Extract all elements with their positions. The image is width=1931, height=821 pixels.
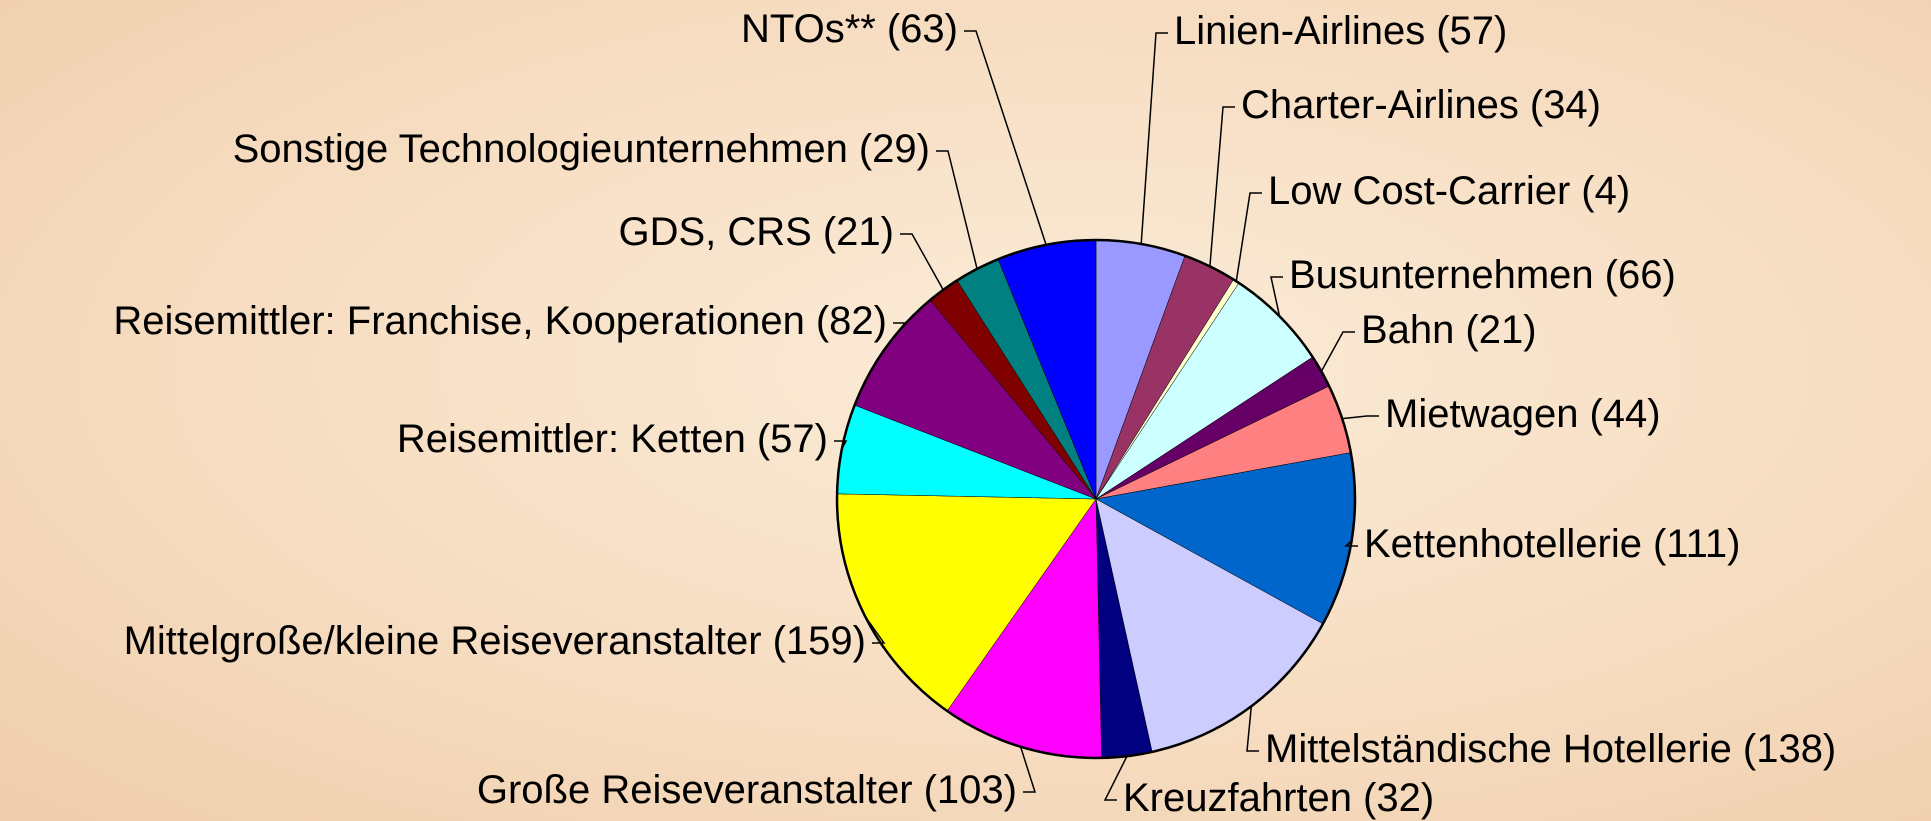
category-label: Sonstige Technologieunternehmen	[233, 127, 848, 171]
value-label: (82)	[816, 299, 887, 343]
slice-label: Kreuzfahrten (32)	[1123, 776, 1434, 820]
category-label: Große Reiseveranstalter	[477, 768, 913, 812]
value-label: (103)	[924, 768, 1017, 812]
category-label: Mietwagen	[1385, 392, 1578, 436]
category-label: Reisemittler: Ketten	[397, 417, 746, 461]
slice-label: Reisemittler: Ketten (57)	[397, 417, 828, 461]
value-label: (29)	[859, 127, 930, 171]
value-label: (159)	[773, 619, 866, 663]
slice-label: Mittelgroße/kleine Reiseveranstalter (159…	[124, 619, 866, 663]
leader-line	[1019, 746, 1037, 793]
leader-line	[1246, 706, 1259, 752]
category-label: Mittelständische Hotellerie	[1265, 727, 1732, 771]
category-label: NTOs**	[741, 7, 876, 51]
slice-label: Mietwagen (44)	[1385, 392, 1661, 436]
category-label: Kettenhotellerie	[1364, 522, 1642, 566]
leader-line	[900, 233, 944, 291]
slice-label: Kettenhotellerie (111)	[1364, 522, 1740, 566]
category-label: Charter-Airlines	[1241, 83, 1519, 127]
slice-label: Busunternehmen (66)	[1289, 253, 1676, 297]
value-label: (4)	[1581, 169, 1630, 213]
slice-label: Mittelständische Hotellerie (138)	[1265, 727, 1836, 771]
value-label: (63)	[887, 7, 958, 51]
slice-label: NTOs** (63)	[741, 7, 958, 51]
slice-label: Linien-Airlines (57)	[1174, 9, 1507, 53]
slice-label: GDS, CRS (21)	[619, 210, 895, 254]
category-label: GDS, CRS	[619, 210, 812, 254]
leader-line	[1344, 540, 1358, 547]
slice-label: Charter-Airlines (34)	[1241, 83, 1601, 127]
pie: Linien-Airlines (57)Charter-Airlines (34)L…	[113, 7, 1836, 820]
value-label: (111)	[1653, 522, 1740, 566]
value-label: (57)	[757, 417, 828, 461]
slice-label: Große Reiseveranstalter (103)	[477, 768, 1017, 812]
category-label: Linien-Airlines	[1174, 9, 1425, 53]
leader-line	[1235, 192, 1262, 282]
leader-line	[864, 615, 886, 644]
leader-line	[1270, 276, 1283, 317]
category-label: Mittelgroße/kleine Reiseveranstalter	[124, 619, 762, 663]
value-label: (44)	[1589, 392, 1660, 436]
value-label: (21)	[1465, 308, 1536, 352]
category-label: Busunternehmen	[1289, 253, 1594, 297]
pie-outline	[835, 238, 1357, 760]
value-label: (66)	[1605, 253, 1676, 297]
leader-line	[936, 150, 978, 270]
slice-label: Reisemittler: Franchise, Kooperationen (8…	[113, 299, 887, 343]
value-label: (57)	[1436, 9, 1507, 53]
leader-line	[964, 30, 1047, 246]
value-label: (21)	[823, 210, 894, 254]
slice-label: Low Cost-Carrier (4)	[1268, 169, 1630, 213]
category-label: Bahn	[1361, 308, 1454, 352]
leader-line	[1140, 32, 1168, 245]
leader-line	[1342, 415, 1379, 420]
slice-label: Sonstige Technologieunternehmen (29)	[233, 127, 930, 171]
leader-line	[1209, 106, 1235, 267]
value-label: (32)	[1363, 776, 1434, 820]
leader-line	[1103, 755, 1128, 801]
value-label: (138)	[1743, 727, 1836, 771]
category-label: Low Cost-Carrier	[1268, 169, 1570, 213]
slice-label: Bahn (21)	[1361, 308, 1537, 352]
category-label: Kreuzfahrten	[1123, 776, 1352, 820]
value-label: (34)	[1530, 83, 1601, 127]
leader-line	[1320, 331, 1355, 372]
category-label: Reisemittler: Franchise, Kooperationen	[113, 299, 804, 343]
